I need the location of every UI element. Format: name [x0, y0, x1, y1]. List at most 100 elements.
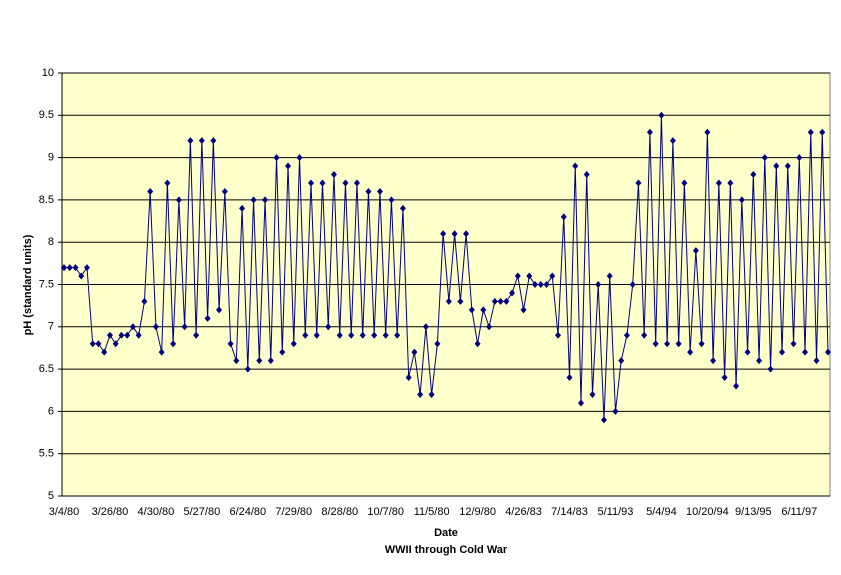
- x-tick-label: 6/11/97: [781, 506, 817, 518]
- data-point: [336, 331, 343, 339]
- data-point: [526, 272, 533, 280]
- data-point: [124, 331, 131, 339]
- data-point: [308, 179, 315, 187]
- subtitle: WWII through Cold War: [385, 544, 508, 556]
- x-tick-label: 3/26/80: [92, 506, 129, 518]
- data-point: [273, 154, 280, 162]
- data-point: [129, 323, 136, 331]
- y-axis-label: pH (standard units): [22, 234, 34, 335]
- data-point: [509, 289, 516, 297]
- data-point: [756, 357, 763, 365]
- data-point: [543, 281, 550, 288]
- data-point: [262, 196, 269, 204]
- data-point: [572, 162, 579, 170]
- data-point: [669, 137, 676, 145]
- data-point: [78, 272, 85, 280]
- data-point: [813, 357, 820, 365]
- y-tick-label: 7: [48, 321, 54, 333]
- data-point: [555, 331, 562, 339]
- data-point: [198, 137, 205, 145]
- x-tick-label: 11/5/80: [414, 506, 450, 518]
- data-point: [61, 264, 67, 272]
- data-point: [175, 196, 182, 204]
- x-tick-label: 5/27/80: [184, 506, 221, 518]
- data-point: [394, 331, 401, 339]
- data-point: [221, 187, 228, 195]
- data-point: [727, 179, 734, 187]
- data-point: [750, 171, 757, 179]
- data-point: [417, 390, 424, 398]
- data-point: [325, 323, 332, 331]
- data-point: [66, 264, 73, 272]
- data-point: [457, 297, 464, 305]
- data-point: [658, 111, 665, 119]
- data-point: [210, 137, 217, 145]
- data-point: [348, 331, 355, 339]
- data-point: [779, 348, 786, 356]
- x-tick-label: 5/4/94: [646, 506, 677, 518]
- data-point: [652, 340, 659, 348]
- y-tick-label: 7.5: [39, 278, 54, 290]
- data-point: [204, 314, 211, 322]
- data-point: [101, 348, 108, 356]
- data-point: [577, 399, 584, 407]
- data-point: [738, 196, 745, 204]
- data-point: [445, 297, 452, 305]
- data-point: [790, 340, 797, 348]
- data-point: [216, 306, 223, 314]
- data-point: [181, 323, 188, 331]
- data-point: [342, 179, 349, 187]
- data-point: [135, 331, 142, 339]
- data-point: [503, 297, 510, 305]
- data-point: [583, 171, 590, 179]
- data-point: [491, 297, 498, 305]
- data-point: [89, 340, 96, 348]
- data-point: [497, 297, 504, 305]
- data-point: [635, 179, 642, 187]
- data-point: [313, 331, 320, 339]
- data-point: [405, 374, 412, 382]
- data-point: [141, 297, 148, 305]
- data-point: [233, 357, 240, 365]
- data-point: [549, 272, 556, 280]
- data-point: [382, 331, 389, 339]
- data-point: [560, 213, 567, 221]
- data-point: [170, 340, 177, 348]
- data-point: [681, 179, 688, 187]
- data-point: [641, 331, 648, 339]
- data-point: [164, 179, 171, 187]
- data-point: [807, 128, 814, 136]
- data-point: [480, 306, 487, 314]
- x-tick-label: 12/9/80: [459, 506, 496, 518]
- data-point: [600, 416, 607, 424]
- data-point: [486, 323, 493, 331]
- data-point: [629, 281, 636, 288]
- data-point: [451, 230, 458, 238]
- data-point: [388, 196, 395, 204]
- data-point: [187, 137, 194, 145]
- data-point: [353, 179, 360, 187]
- data-point: [152, 323, 159, 331]
- data-point: [95, 340, 102, 348]
- data-point: [422, 323, 429, 331]
- data-point: [606, 272, 613, 280]
- x-tick-label: 7/29/80: [275, 506, 312, 518]
- data-point: [773, 162, 780, 170]
- x-axis-label: Date: [434, 527, 458, 539]
- data-point: [802, 348, 809, 356]
- data-point: [147, 187, 154, 195]
- data-point: [692, 247, 699, 255]
- data-point: [784, 162, 791, 170]
- data-point: [158, 348, 165, 356]
- data-point: [411, 348, 418, 356]
- data-point: [721, 374, 728, 382]
- y-tick-label: 9: [48, 152, 54, 164]
- data-point: [618, 357, 625, 365]
- data-point: [796, 154, 803, 162]
- data-point: [285, 162, 292, 170]
- data-point: [428, 390, 435, 398]
- data-point: [733, 382, 740, 390]
- data-point: [290, 340, 297, 348]
- data-point: [704, 128, 711, 136]
- y-tick-label: 6: [48, 405, 54, 417]
